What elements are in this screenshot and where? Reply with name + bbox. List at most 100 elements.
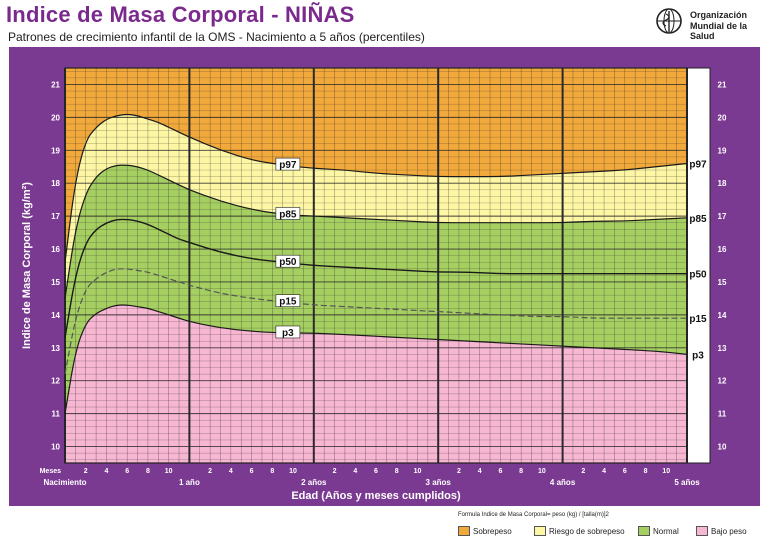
y-tick-right: 15 bbox=[718, 278, 727, 287]
legend-swatch-normal bbox=[638, 526, 650, 536]
y-tick-right: 10 bbox=[718, 443, 727, 452]
legend-swatch-bajo bbox=[696, 526, 708, 536]
who-emblem-icon bbox=[656, 8, 682, 34]
curve-label-mid-p15: p15 bbox=[275, 294, 301, 308]
x-minor-title: Meses bbox=[40, 468, 62, 475]
curve-label-box bbox=[275, 325, 301, 339]
x-minor-tick: 10 bbox=[662, 468, 670, 475]
legend-label-sobrepeso: Sobrepeso bbox=[473, 526, 512, 536]
curve-label-box bbox=[275, 294, 301, 308]
bmi-chart: p97 p85 p50 p15 p3 p97 p85 p50 p15 p3 10 10 11 11 12 12… bbox=[9, 47, 760, 506]
curve-label-mid-p3: p3 bbox=[275, 325, 301, 339]
y-tick-left: 21 bbox=[51, 80, 60, 89]
legend-label-normal: Normal bbox=[653, 526, 679, 536]
legend-item-bajo: Bajo peso bbox=[696, 525, 747, 537]
y-tick-left: 18 bbox=[51, 179, 60, 188]
legend-swatch-sobrepeso bbox=[458, 526, 470, 536]
curve-p97 bbox=[64, 113, 688, 263]
x-minor-tick: 4 bbox=[105, 468, 109, 475]
x-minor-tick: 6 bbox=[498, 468, 502, 475]
x-minor-tick: 2 bbox=[457, 468, 461, 475]
x-minor-tick: 6 bbox=[125, 468, 129, 475]
x-major-tick: Nacimiento bbox=[43, 478, 86, 487]
legend-label-riesgo: Riesgo de sobrepeso bbox=[549, 526, 625, 536]
curve-label-end-p85: p85 bbox=[689, 214, 707, 225]
y-tick-right: 21 bbox=[718, 80, 727, 89]
y-tick-left: 17 bbox=[51, 212, 60, 221]
legend-item-riesgo: Riesgo de sobrepeso bbox=[534, 525, 625, 537]
curve-label-mid-p85: p85 bbox=[275, 207, 301, 220]
x-minor-tick: 2 bbox=[581, 468, 585, 475]
grid bbox=[64, 68, 688, 463]
x-minor-tick: 8 bbox=[270, 468, 274, 475]
curve-label-text: p85 bbox=[279, 209, 297, 220]
who-org-line1: Organización bbox=[690, 10, 748, 20]
legend-item-normal: Normal bbox=[638, 525, 679, 537]
curve-label-mid-p50: p50 bbox=[275, 254, 301, 268]
x-minor-tick: 2 bbox=[333, 468, 337, 475]
y-axis-label: Indice de Masa Corporal (kg/m²) bbox=[21, 182, 33, 349]
curve-p3 bbox=[64, 304, 688, 414]
x-minor-tick: 10 bbox=[289, 468, 297, 475]
y-tick-left: 12 bbox=[51, 377, 60, 386]
x-minor-tick: 4 bbox=[478, 468, 482, 475]
y-tick-left: 19 bbox=[51, 146, 60, 155]
y-tick-left: 20 bbox=[51, 113, 60, 122]
curve-p15 bbox=[64, 268, 687, 375]
x-minor-tick: 10 bbox=[165, 468, 173, 475]
right-axis-strip bbox=[686, 67, 711, 464]
y-tick-right: 16 bbox=[718, 245, 727, 254]
x-minor-tick: 4 bbox=[229, 468, 233, 475]
x-minor-tick: 8 bbox=[146, 468, 150, 475]
x-minor-tick: 8 bbox=[644, 468, 648, 475]
x-minor-tick: 10 bbox=[538, 468, 546, 475]
x-minor-tick: 6 bbox=[374, 468, 378, 475]
x-major-tick: 3 años bbox=[426, 478, 452, 487]
curve-label-end-p15: p15 bbox=[689, 314, 707, 325]
curve-p50 bbox=[64, 218, 687, 339]
x-minor-tick: 6 bbox=[250, 468, 254, 475]
y-tick-right: 12 bbox=[718, 377, 727, 386]
legend-item-sobrepeso: Sobrepeso bbox=[458, 525, 512, 537]
x-minor-tick: 2 bbox=[84, 468, 88, 475]
legend-swatch-riesgo bbox=[534, 526, 546, 536]
x-major-tick: 4 años bbox=[550, 478, 576, 487]
y-tick-left: 14 bbox=[51, 311, 60, 320]
y-tick-left: 10 bbox=[51, 443, 60, 452]
curve-label-text: p50 bbox=[279, 257, 297, 268]
x-minor-tick: 4 bbox=[353, 468, 357, 475]
plot-border bbox=[64, 67, 688, 464]
x-minor-tick: 8 bbox=[519, 468, 523, 475]
page-subtitle: Patrones de crecimiento infantil de la O… bbox=[8, 30, 425, 44]
y-tick-right: 17 bbox=[718, 212, 727, 221]
curve-label-box bbox=[275, 254, 301, 268]
y-tick-right: 13 bbox=[718, 344, 727, 353]
x-minor-tick: 10 bbox=[414, 468, 422, 475]
y-tick-left: 13 bbox=[51, 344, 60, 353]
x-minor-tick: 4 bbox=[602, 468, 606, 475]
curve-p85 bbox=[64, 164, 688, 299]
curve-label-box bbox=[275, 157, 301, 171]
x-major-tick: 5 años bbox=[674, 478, 700, 487]
page-title: Indice de Masa Corporal - NIÑAS bbox=[6, 2, 355, 27]
curve-label-text: p15 bbox=[279, 297, 297, 308]
curve-label-end-p50: p50 bbox=[689, 270, 707, 281]
curve-label-text: p3 bbox=[282, 328, 294, 339]
curve-label-text: p97 bbox=[279, 160, 297, 171]
y-tick-left: 11 bbox=[52, 410, 61, 419]
curve-label-end-p3: p3 bbox=[692, 350, 704, 361]
who-org-line2: Mundial de la Salud bbox=[690, 21, 748, 41]
x-minor-tick: 6 bbox=[623, 468, 627, 475]
y-tick-left: 15 bbox=[51, 278, 60, 287]
y-tick-left: 16 bbox=[51, 245, 60, 254]
x-minor-tick: 2 bbox=[208, 468, 212, 475]
y-tick-right: 20 bbox=[718, 113, 727, 122]
x-major-tick: 2 años bbox=[301, 478, 327, 487]
legend-label-bajo: Bajo peso bbox=[711, 526, 747, 536]
y-tick-right: 19 bbox=[718, 146, 727, 155]
who-logo bbox=[652, 6, 762, 36]
y-tick-right: 11 bbox=[718, 410, 727, 419]
bmi-formula: Formula Indice de Masa Corporal= peso (k… bbox=[458, 512, 609, 518]
y-tick-right: 18 bbox=[718, 179, 727, 188]
curve-label-box bbox=[275, 207, 301, 220]
